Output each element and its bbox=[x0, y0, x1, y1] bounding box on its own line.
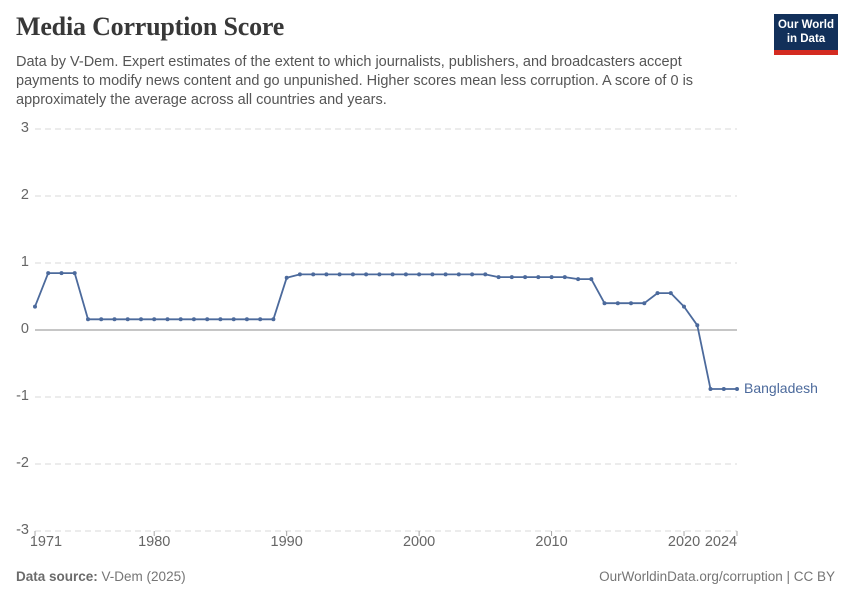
data-point-marker bbox=[483, 272, 488, 277]
data-point-marker bbox=[337, 272, 342, 277]
y-axis-tick-label: -2 bbox=[16, 455, 29, 471]
x-axis-tick-label: 1980 bbox=[138, 534, 171, 550]
data-point-marker bbox=[112, 317, 117, 322]
y-axis-tick-label: 0 bbox=[20, 321, 29, 337]
data-point-marker bbox=[576, 277, 581, 282]
data-point-marker bbox=[615, 301, 620, 306]
data-point-marker bbox=[642, 301, 647, 306]
x-axis-tick-label: 2010 bbox=[535, 534, 568, 550]
attribution: OurWorldinData.org/corruption | CC BY bbox=[599, 569, 835, 584]
x-axis-tick-label: 2000 bbox=[402, 534, 436, 550]
data-point-marker bbox=[99, 317, 104, 322]
y-axis-tick-label: 1 bbox=[20, 254, 29, 270]
data-point-marker bbox=[536, 275, 541, 280]
data-point-marker bbox=[364, 272, 369, 277]
data-point-marker bbox=[549, 275, 554, 280]
data-point-marker bbox=[602, 301, 607, 306]
data-point-marker bbox=[205, 317, 210, 322]
data-point-marker bbox=[629, 301, 633, 306]
data-point-marker bbox=[377, 272, 382, 277]
data-point-marker bbox=[271, 317, 276, 322]
data-point-marker bbox=[284, 275, 289, 280]
y-axis-tick-label: 2 bbox=[20, 187, 29, 203]
data-point-marker bbox=[258, 317, 263, 322]
x-axis-tick-label: 2020 bbox=[667, 534, 701, 550]
data-point-marker bbox=[668, 291, 673, 296]
data-point-marker bbox=[350, 272, 355, 277]
page-title: Media Corruption Score bbox=[16, 12, 285, 41]
y-axis-tick-label: -3 bbox=[16, 522, 29, 538]
x-axis-tick-label: 1971 bbox=[29, 534, 63, 550]
data-point-marker bbox=[139, 317, 143, 322]
data-point-marker bbox=[311, 272, 316, 277]
data-point-marker bbox=[721, 387, 726, 391]
data-source-value: V-Dem (2025) bbox=[101, 569, 186, 584]
data-point-marker bbox=[191, 317, 196, 322]
data-point-marker bbox=[297, 272, 302, 277]
data-point-marker bbox=[589, 277, 594, 282]
data-source: Data source: V-Dem (2025) bbox=[16, 569, 186, 584]
data-point-marker bbox=[390, 272, 395, 277]
y-axis-tick-label: 3 bbox=[20, 120, 29, 136]
data-point-marker bbox=[46, 271, 51, 276]
data-point-marker bbox=[152, 317, 157, 322]
data-point-marker bbox=[178, 317, 183, 322]
data-point-marker bbox=[470, 272, 475, 277]
data-point-marker bbox=[231, 317, 236, 322]
owid-logo-line1: Our World bbox=[777, 19, 834, 31]
data-point-marker bbox=[72, 271, 77, 276]
owid-logo: Our World in Data bbox=[774, 14, 838, 55]
series-line bbox=[34, 272, 737, 390]
data-point-marker bbox=[417, 272, 422, 277]
data-point-marker bbox=[708, 387, 713, 391]
data-point-marker bbox=[509, 275, 514, 280]
data-point-marker bbox=[735, 387, 739, 391]
data-point-marker bbox=[443, 272, 448, 277]
data-source-label: Data source: bbox=[16, 569, 98, 584]
data-point-marker bbox=[218, 317, 223, 322]
owid-logo-line2: in Data bbox=[786, 32, 826, 45]
chart-subtitle: Data by V-Dem. Expert estimates of the e… bbox=[16, 54, 694, 108]
data-point-marker bbox=[59, 271, 64, 276]
data-point-marker bbox=[695, 323, 700, 328]
data-point-marker bbox=[523, 275, 528, 280]
data-point-marker bbox=[324, 272, 329, 277]
x-axis-tick-label: 1990 bbox=[270, 534, 303, 550]
data-point-marker bbox=[496, 275, 501, 280]
data-point-marker bbox=[430, 272, 435, 277]
data-point-marker bbox=[655, 291, 660, 296]
data-point-marker bbox=[165, 317, 170, 322]
data-point-marker bbox=[562, 275, 567, 280]
data-point-marker bbox=[244, 317, 249, 322]
data-point-marker bbox=[403, 272, 408, 277]
data-point-marker bbox=[125, 317, 130, 322]
data-point-marker bbox=[86, 317, 90, 322]
series-end-label: Bangladesh bbox=[744, 379, 818, 396]
data-point-marker bbox=[33, 304, 37, 309]
x-axis-tick-label: 2024 bbox=[704, 534, 738, 550]
data-point-marker bbox=[682, 304, 686, 309]
y-axis-tick-label: -1 bbox=[16, 388, 29, 404]
data-point-marker bbox=[456, 272, 461, 277]
